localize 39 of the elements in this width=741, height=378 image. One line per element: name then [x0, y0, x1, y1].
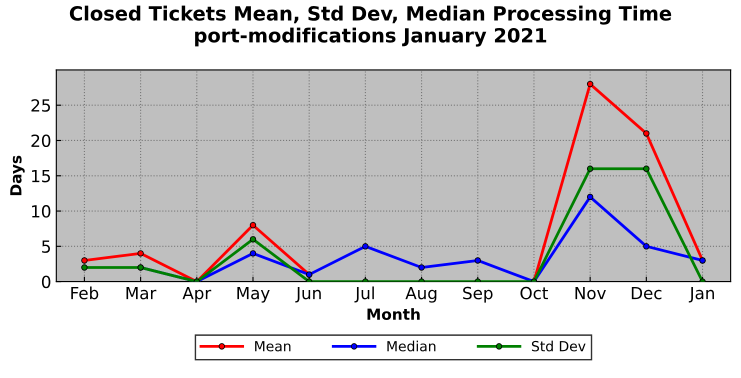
x-tick-label: Nov — [576, 286, 606, 300]
x-tick-label: Sep — [463, 286, 493, 303]
legend-label: Std Dev — [532, 340, 586, 352]
x-tick-label: Oct — [520, 286, 548, 300]
legend-label: Median — [387, 340, 436, 352]
point — [474, 257, 481, 264]
x-tick-label: Dec — [632, 286, 662, 300]
y-tick-label: 25 — [31, 99, 50, 112]
x-axis-title: Month — [368, 308, 420, 320]
point — [586, 194, 594, 200]
legend-label: Mean — [255, 341, 290, 352]
x-tick-label: Jan — [688, 286, 714, 302]
x-tick-label: Jul — [354, 286, 374, 302]
point — [643, 130, 650, 137]
point — [643, 243, 650, 250]
point — [418, 264, 425, 271]
x-tick-label: Feb — [71, 286, 98, 300]
point — [137, 250, 144, 257]
y-tick-label: 0 — [42, 276, 50, 288]
y-tick-label: 20 — [31, 134, 50, 148]
y-tick-label: 5 — [42, 240, 50, 253]
point — [250, 250, 256, 257]
point — [362, 243, 369, 250]
point — [586, 166, 594, 172]
point — [81, 257, 88, 264]
x-tick-label: Aug — [405, 286, 436, 303]
y-axis-title: Days — [10, 156, 25, 196]
x-tick-label: Jun — [295, 286, 321, 302]
point — [586, 80, 594, 88]
x-tick-label: Mar — [126, 286, 156, 300]
chart-title: Closed Tickets Mean, Std Dev, Median Processing Time port-modifications January 2021 — [70, 6, 672, 47]
x-tick-label: Apr — [182, 286, 212, 303]
point — [643, 166, 650, 172]
y-tick-label: 10 — [32, 205, 50, 218]
point — [250, 222, 256, 228]
point — [81, 264, 88, 271]
x-tick-label: May — [237, 286, 270, 303]
point — [250, 236, 256, 242]
y-tick-label: 15 — [32, 170, 50, 182]
